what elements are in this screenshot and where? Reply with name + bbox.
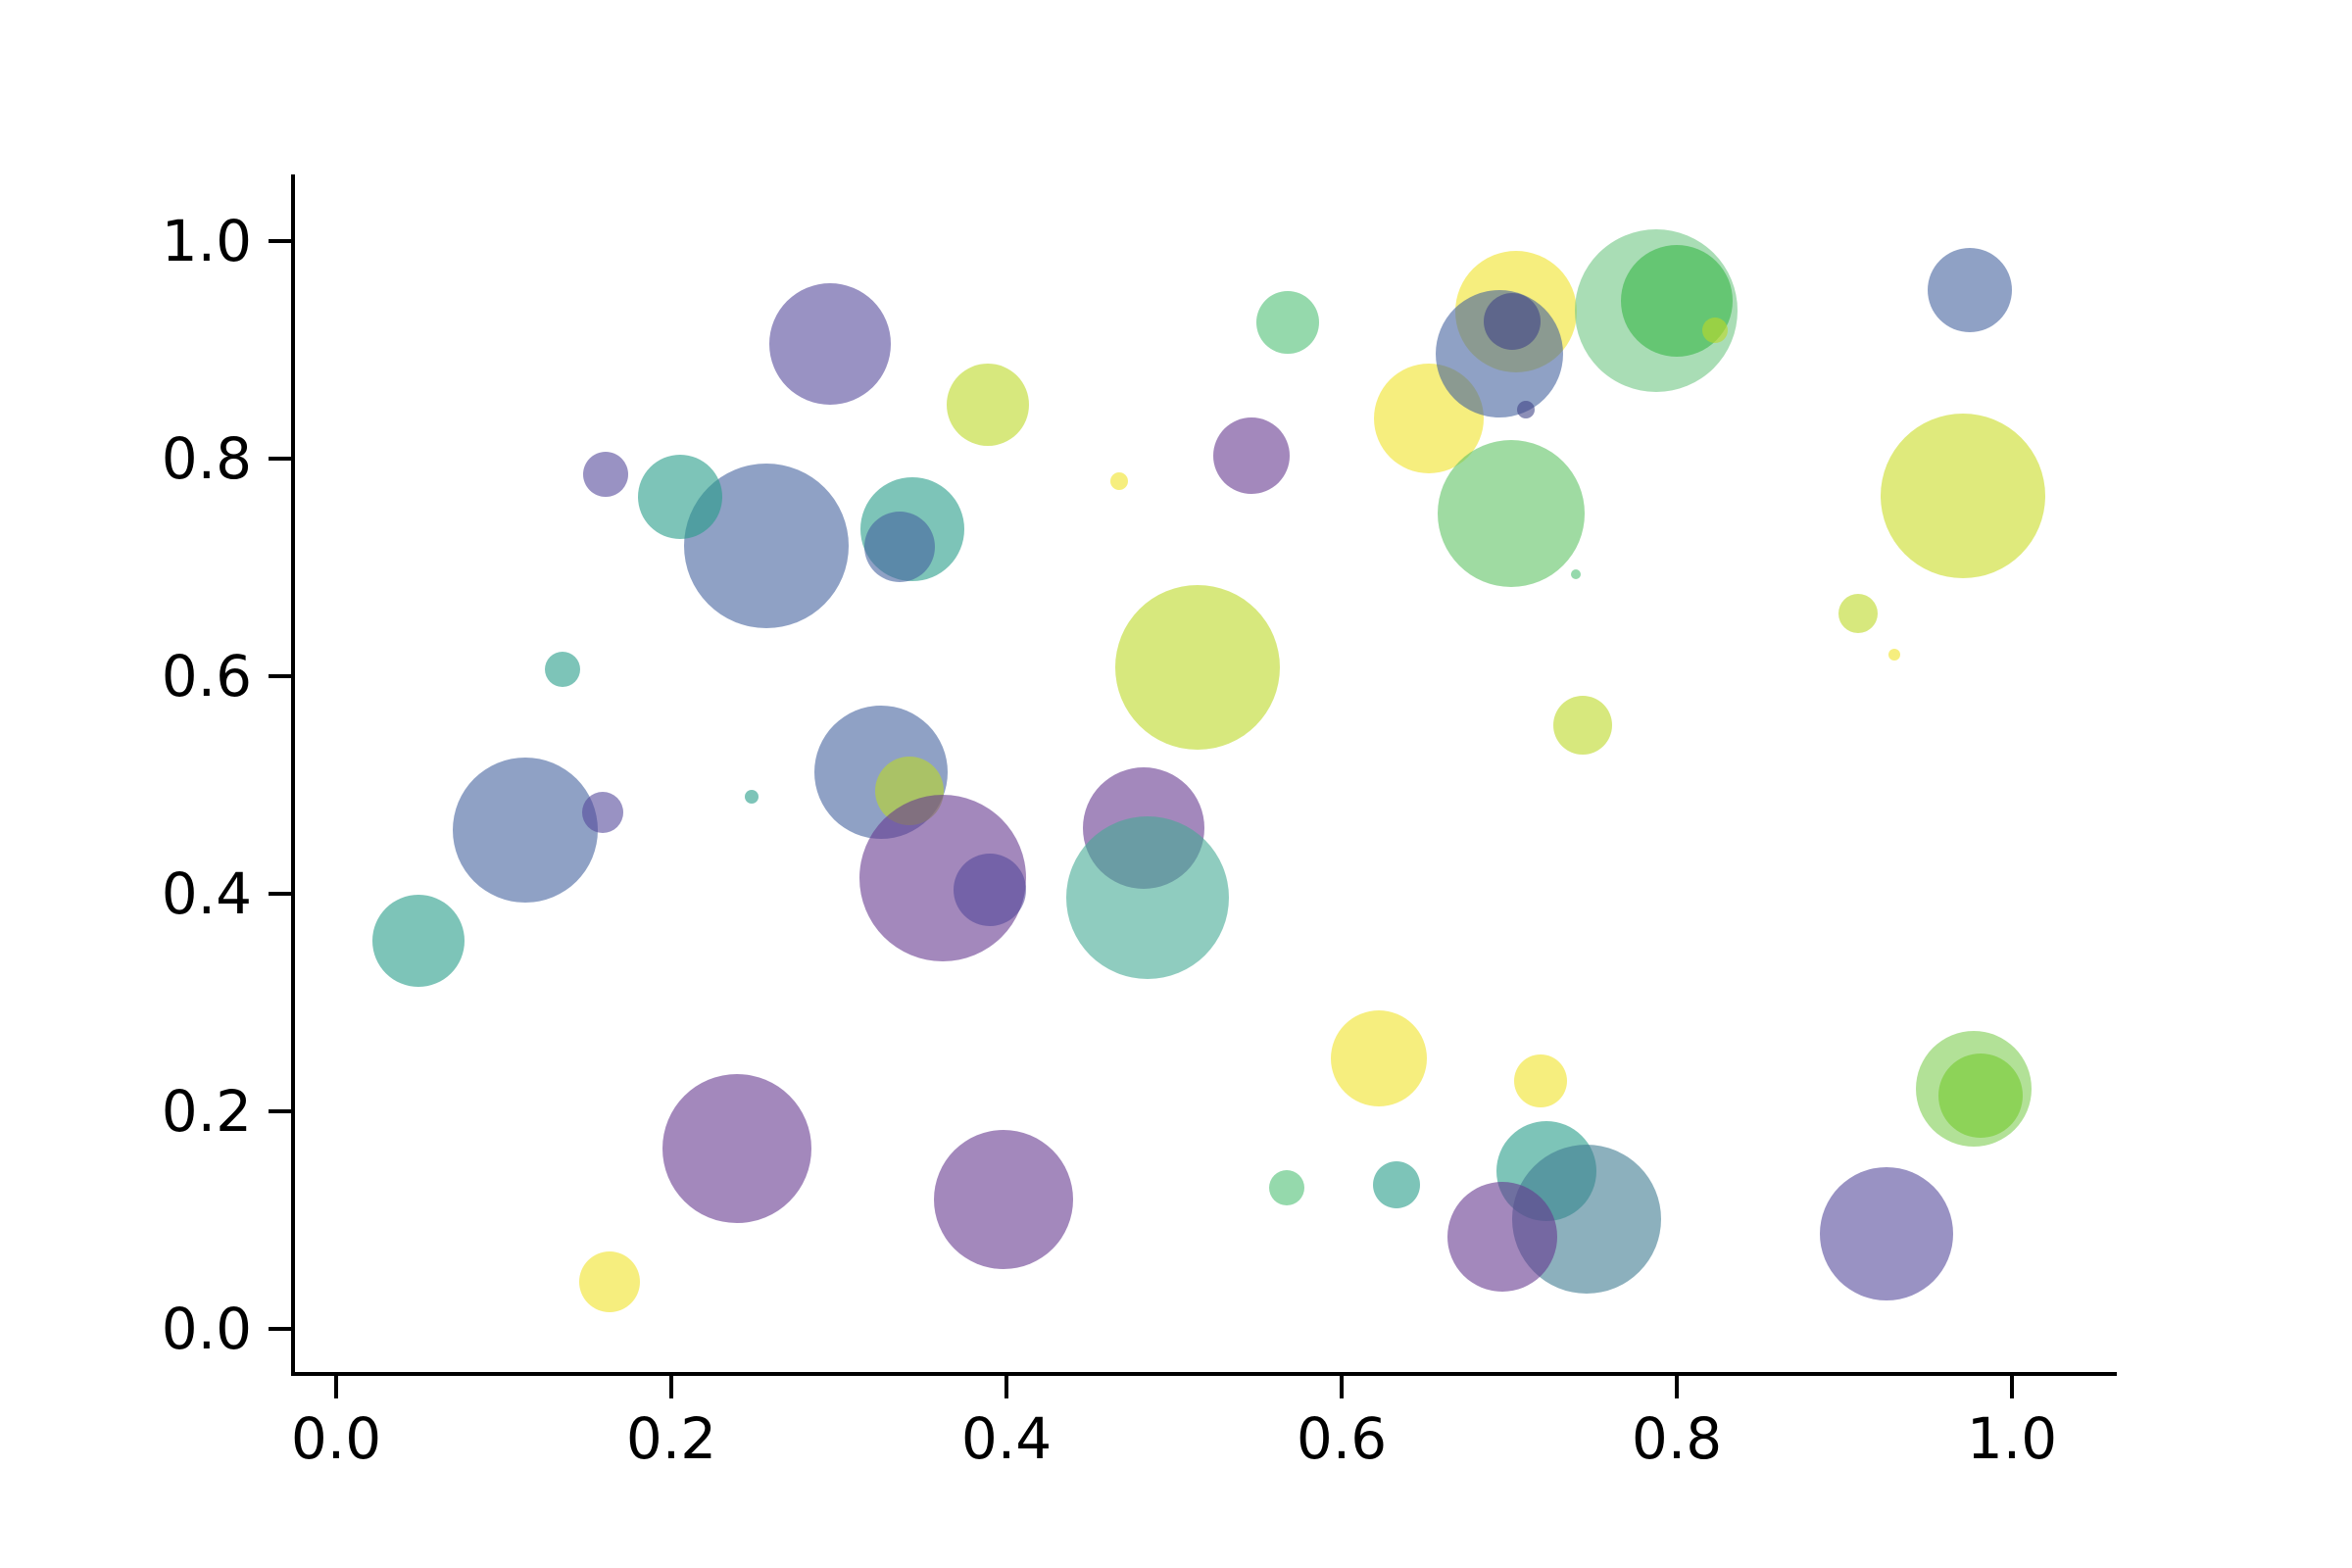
bubble <box>947 363 1030 446</box>
y-tick-label: 1.0 <box>161 208 252 274</box>
bubble <box>1553 695 1613 755</box>
bubble <box>1373 1161 1421 1209</box>
y-tick-mark <box>269 674 291 678</box>
x-tick-mark <box>1675 1376 1679 1398</box>
bubble <box>578 1251 640 1313</box>
x-tick-mark <box>669 1376 673 1398</box>
x-tick-mark <box>1004 1376 1008 1398</box>
bubble <box>1517 401 1536 419</box>
bubble <box>1437 439 1585 587</box>
bubble <box>1212 416 1290 494</box>
bubble <box>1819 1167 1953 1301</box>
bubble <box>769 283 892 406</box>
bubble <box>1268 1169 1304 1205</box>
y-axis-spine <box>291 174 295 1376</box>
y-tick-label: 0.0 <box>161 1296 252 1362</box>
x-axis-spine <box>291 1372 2117 1376</box>
bubble <box>1838 593 1878 633</box>
bubble <box>453 757 599 903</box>
x-tick-mark <box>334 1376 338 1398</box>
bubble <box>637 454 722 539</box>
y-tick-label: 0.6 <box>161 643 252 710</box>
bubble <box>1114 585 1280 751</box>
bubble <box>583 451 629 497</box>
y-tick-label: 0.4 <box>161 860 252 927</box>
bubble <box>1256 291 1320 355</box>
x-tick-mark <box>2010 1376 2014 1398</box>
y-tick-label: 0.2 <box>161 1078 252 1145</box>
bubble <box>1330 1009 1427 1106</box>
bubble <box>863 511 935 582</box>
bubble <box>1514 1054 1568 1107</box>
bubble <box>1937 1054 2023 1139</box>
bubble <box>1065 816 1229 980</box>
y-tick-mark <box>269 239 291 243</box>
y-tick-mark <box>269 1109 291 1113</box>
bubble <box>1484 293 1542 351</box>
x-tick-label: 0.0 <box>290 1405 382 1472</box>
x-tick-mark <box>1340 1376 1344 1398</box>
y-tick-label: 0.8 <box>161 425 252 492</box>
x-tick-label: 0.4 <box>960 1405 1053 1472</box>
y-tick-mark <box>269 457 291 461</box>
bubble <box>581 791 623 833</box>
bubble <box>1447 1181 1558 1292</box>
x-tick-label: 1.0 <box>1966 1405 2058 1472</box>
bubble <box>1888 648 1901 661</box>
bubble <box>1928 247 2013 332</box>
x-tick-label: 0.8 <box>1631 1405 1723 1472</box>
bubble <box>1109 472 1128 491</box>
bubble <box>933 1129 1073 1269</box>
bubble <box>1702 318 1729 344</box>
y-tick-mark <box>269 1327 291 1331</box>
bubble <box>953 853 1026 926</box>
x-tick-label: 0.6 <box>1296 1405 1388 1472</box>
bubble <box>1571 568 1582 579</box>
y-tick-mark <box>269 892 291 896</box>
bubble <box>662 1073 811 1223</box>
x-tick-label: 0.2 <box>625 1405 717 1472</box>
bubble <box>544 652 580 688</box>
bubble <box>371 894 465 987</box>
bubble <box>745 790 760 805</box>
bubble <box>1881 413 2046 578</box>
